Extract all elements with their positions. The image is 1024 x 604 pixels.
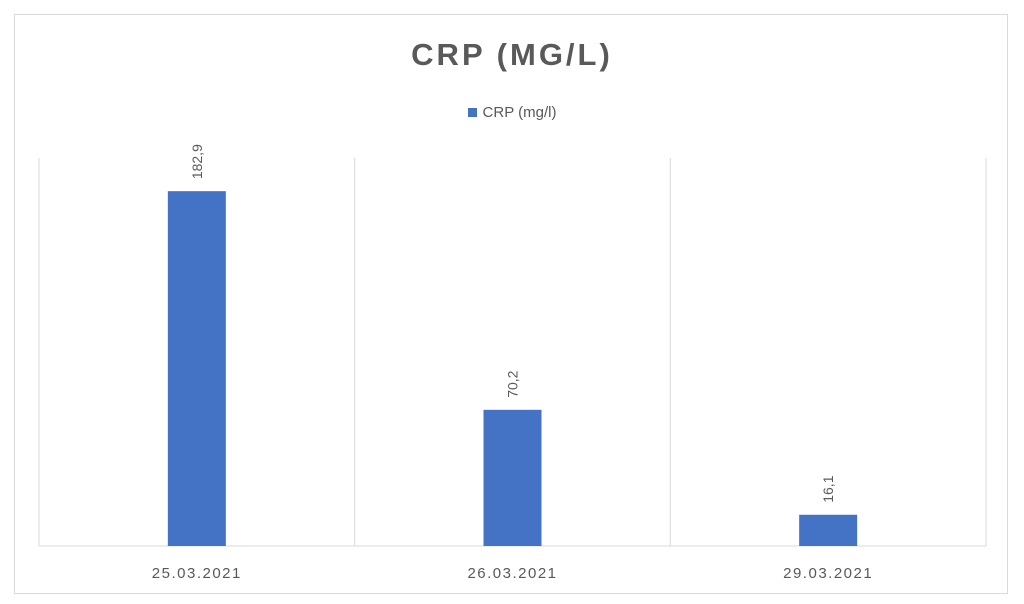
- bar-26.03.2021: [483, 409, 542, 546]
- x-tick-label: 29.03.2021: [783, 565, 873, 582]
- x-tick-label: 26.03.2021: [467, 565, 557, 582]
- chart-legend: CRP (mg/l): [0, 104, 1024, 121]
- bar-29.03.2021: [799, 514, 858, 546]
- x-tick-label: 25.03.2021: [152, 565, 242, 582]
- legend-label: CRP (mg/l): [482, 104, 557, 121]
- chart-title: CRP (MG/L): [411, 37, 613, 72]
- data-label: 70,2: [505, 370, 521, 397]
- bar-25.03.2021: [167, 191, 226, 546]
- data-label: 182,9: [189, 144, 205, 179]
- data-label: 16,1: [820, 475, 836, 502]
- legend-swatch: [467, 108, 477, 117]
